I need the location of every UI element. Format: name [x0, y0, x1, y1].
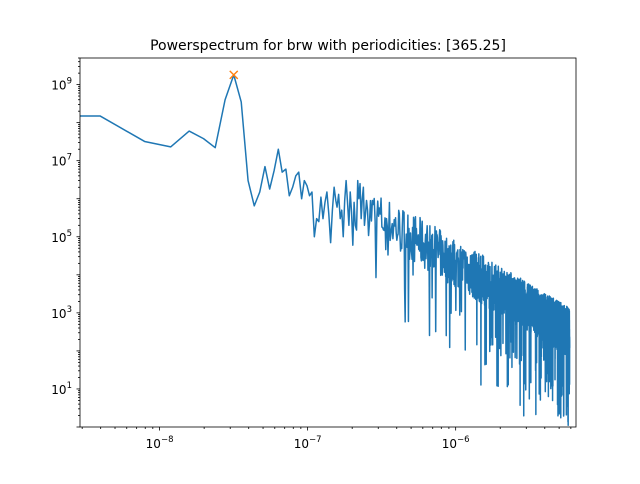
y-tick-label: 103 [51, 305, 72, 321]
spectrum-line [80, 74, 571, 426]
x-tick-label: 10−8 [146, 435, 174, 451]
x-tick-label: 10−6 [442, 435, 470, 451]
y-tick-label: 101 [51, 381, 72, 397]
y-axis: 101 103 105 107 109 [51, 57, 80, 428]
peak-marker [229, 70, 239, 80]
y-tick-label: 109 [51, 77, 72, 93]
plot-area [80, 70, 571, 426]
y-tick-label: 107 [51, 153, 72, 169]
x-axis: 10−8 10−7 10−6 [81, 427, 572, 451]
chart-title: Powerspectrum for brw with periodicities… [150, 38, 506, 54]
x-tick-label: 10−7 [294, 435, 322, 451]
y-tick-label: 105 [51, 229, 72, 245]
axes-frame [79, 57, 577, 428]
